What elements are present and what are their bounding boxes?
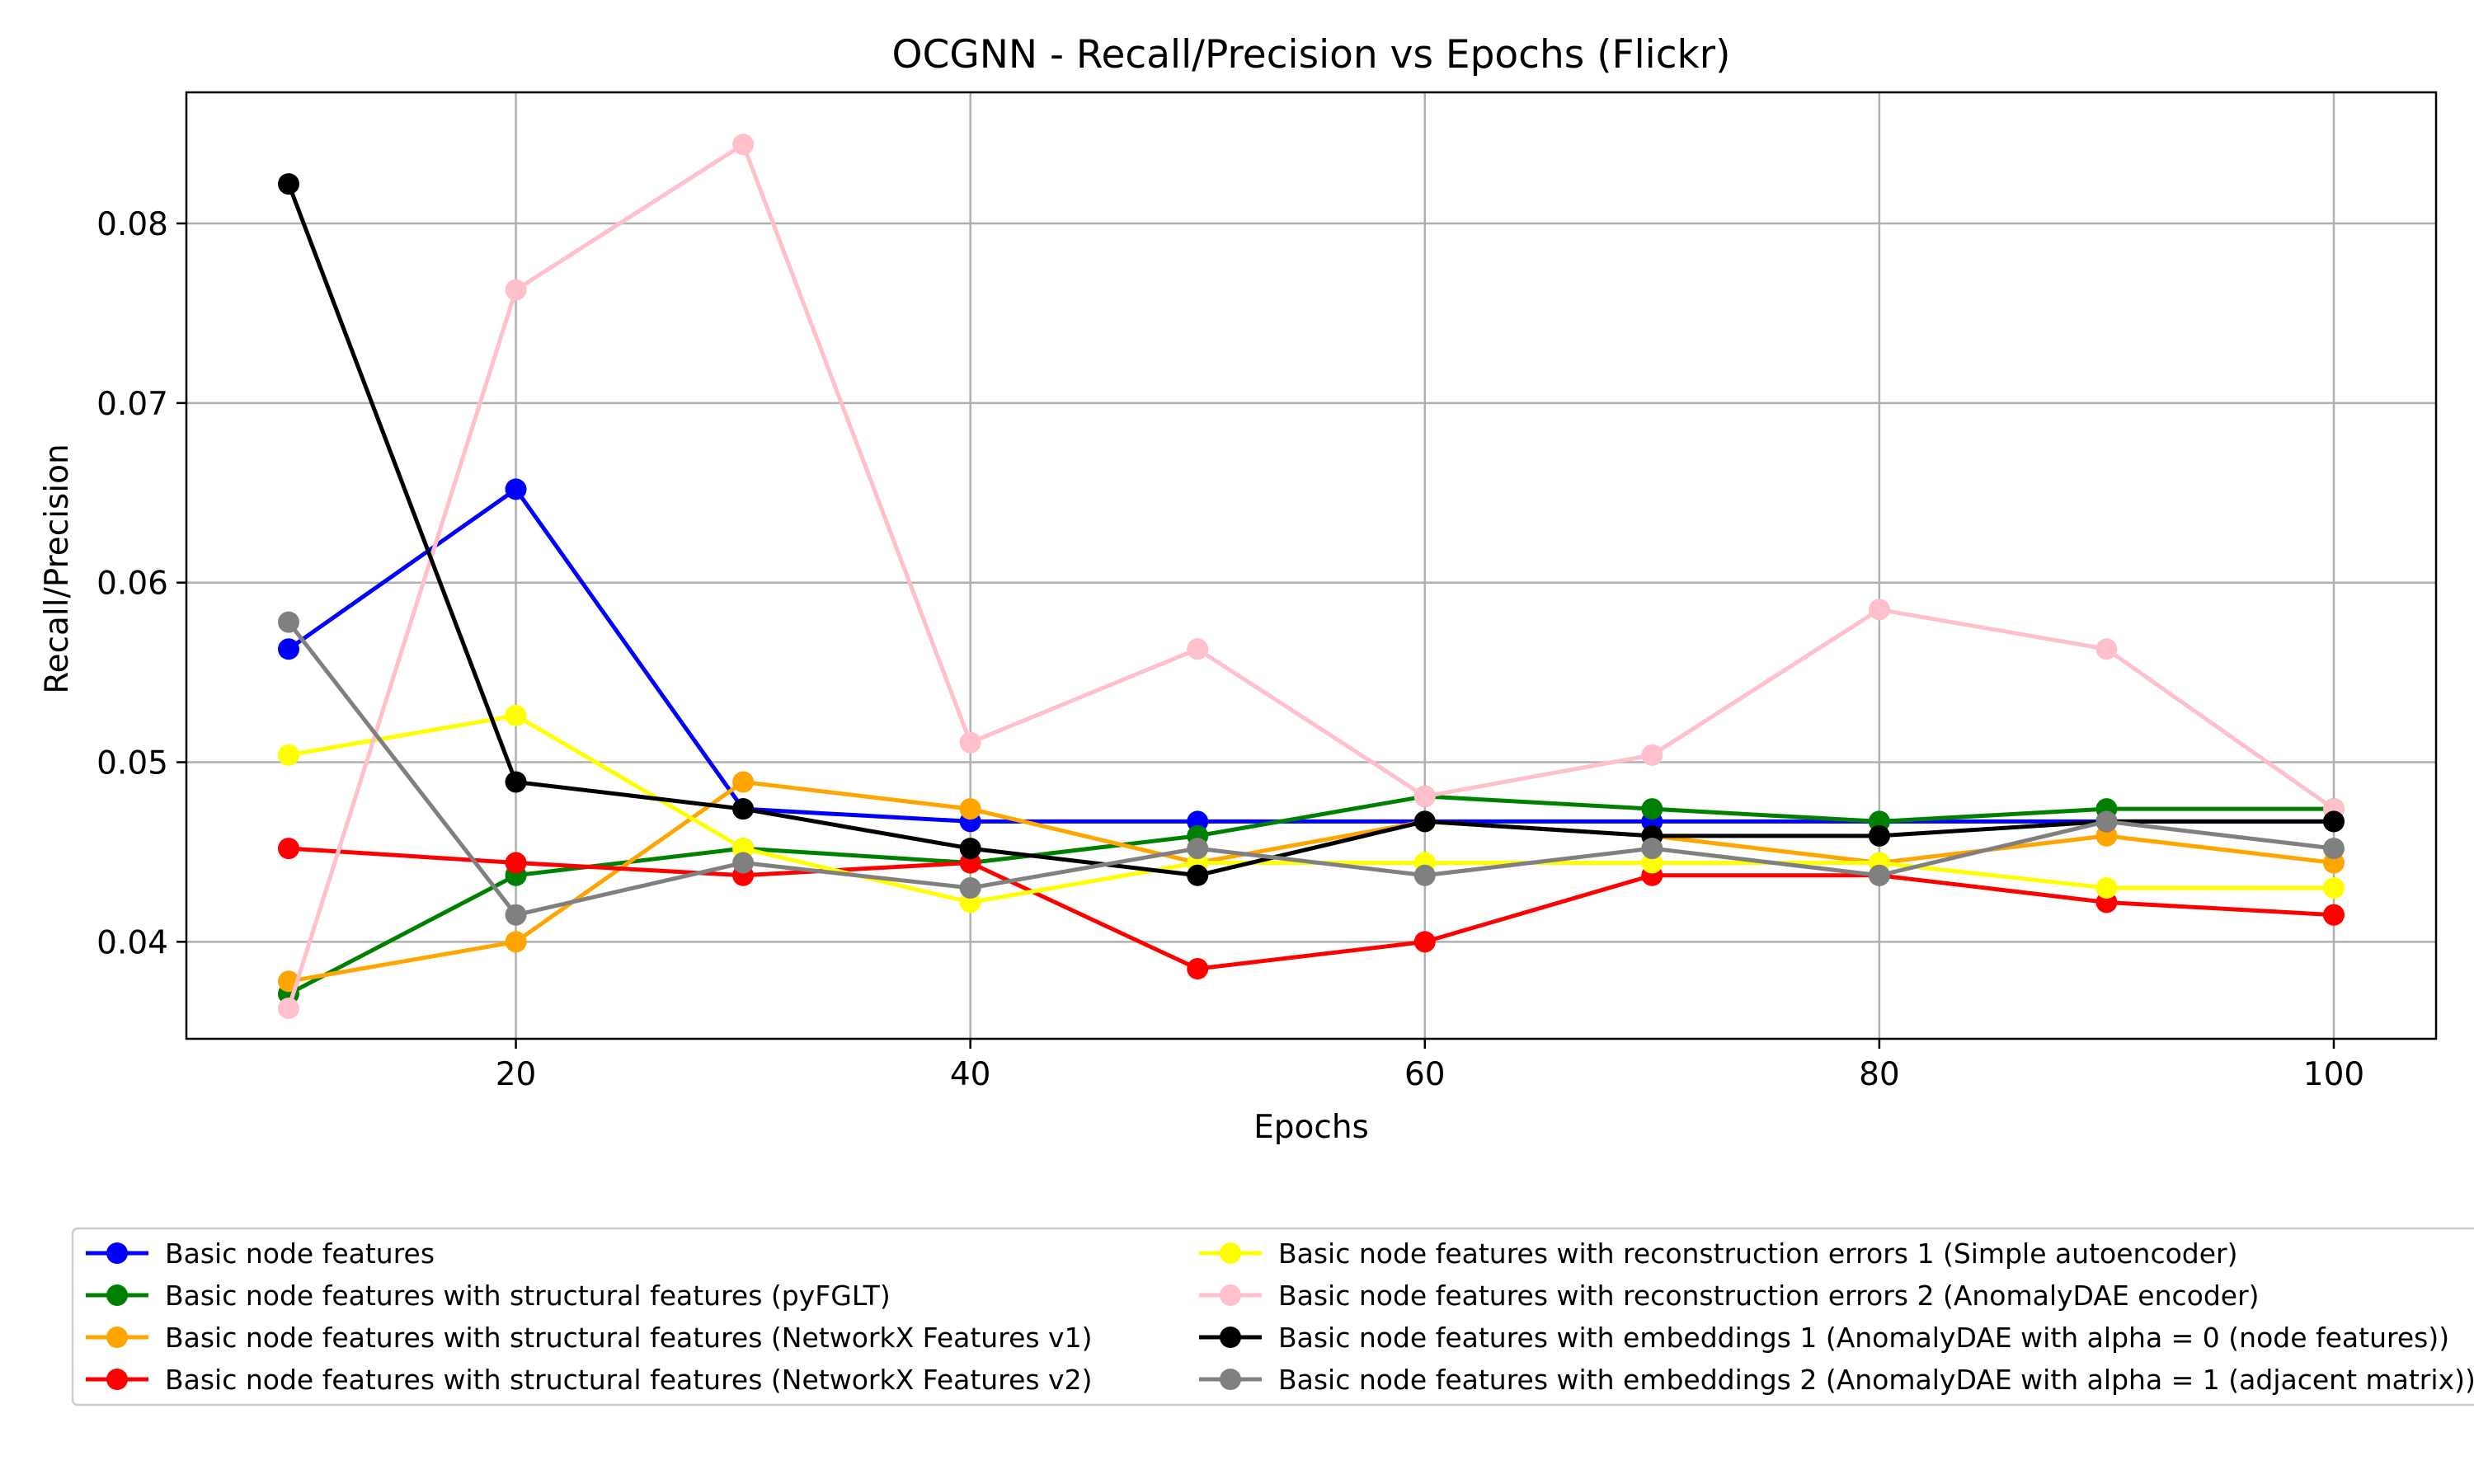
legend-label: Basic node features with reconstruction … <box>1278 1280 2260 1312</box>
legend-label: Basic node features with embeddings 1 (A… <box>1278 1322 2449 1354</box>
legend-label: Basic node features with structural feat… <box>165 1364 1092 1396</box>
y-tick-label: 0.07 <box>96 386 168 423</box>
legend-marker <box>1220 1327 1241 1348</box>
y-tick-label: 0.06 <box>96 566 168 603</box>
legend-label: Basic node features with embeddings 2 (A… <box>1278 1364 2474 1396</box>
data-point <box>278 173 299 195</box>
data-point <box>732 852 755 874</box>
chart-title: OCGNN - Recall/Precision vs Epochs (Flic… <box>892 32 1731 77</box>
data-point <box>505 478 527 500</box>
legend-label: Basic node features with structural feat… <box>165 1322 1092 1354</box>
x-tick-label: 100 <box>2303 1056 2364 1093</box>
series-line <box>287 486 2334 824</box>
y-tick-label: 0.08 <box>96 206 168 243</box>
series-5 <box>278 704 2345 913</box>
data-point <box>1868 864 1890 886</box>
data-point <box>505 704 527 726</box>
series-1 <box>278 478 2345 833</box>
data-point <box>959 838 981 860</box>
series-line <box>286 183 2334 878</box>
y-tick-label: 0.05 <box>96 745 168 782</box>
data-point <box>278 997 299 1019</box>
legend-item: Basic node features with structural feat… <box>86 1280 891 1312</box>
legend-label: Basic node features <box>165 1237 435 1270</box>
series-7 <box>278 173 2345 886</box>
legend-marker <box>1220 1369 1241 1390</box>
legend-marker <box>106 1242 128 1264</box>
legend-item: Basic node features with structural feat… <box>86 1364 1092 1396</box>
data-point <box>1187 838 1209 860</box>
x-tick-label: 40 <box>950 1056 991 1093</box>
legend-marker <box>106 1327 128 1348</box>
data-point <box>959 877 981 899</box>
data-point <box>1413 785 1436 807</box>
data-point <box>1413 864 1436 886</box>
series-line <box>288 846 2335 971</box>
legend-frame <box>71 1227 2474 1407</box>
x-axis-label: Epochs <box>1253 1109 1369 1146</box>
axis-ticks: 20 40 60 80 100 0.04 0.05 0.06 0.07 0.08 <box>96 206 2364 1093</box>
data-point <box>1413 931 1436 953</box>
series-line <box>287 621 2335 918</box>
legend-item: Basic node features with structural feat… <box>86 1322 1092 1354</box>
data-point <box>2095 810 2118 833</box>
legend-item: Basic node features <box>86 1237 435 1270</box>
data-point <box>1187 864 1209 886</box>
legend-marker <box>1220 1242 1241 1264</box>
data-point <box>505 771 527 793</box>
data-point <box>2323 877 2345 899</box>
legend-label: Basic node features with structural feat… <box>165 1280 891 1312</box>
legend-marker <box>106 1369 128 1390</box>
legend-label: Basic node features with reconstruction … <box>1278 1237 2238 1270</box>
data-point <box>1641 744 1663 766</box>
legend-item: Basic node features with reconstruction … <box>1199 1237 2238 1270</box>
data-point <box>1413 810 1436 833</box>
data-point <box>2323 810 2345 833</box>
data-point <box>1868 599 1890 621</box>
y-tick-label: 0.04 <box>96 924 168 961</box>
plot-area-frame <box>185 91 2438 1040</box>
data-point <box>959 798 981 820</box>
data-point <box>505 904 527 926</box>
series-line <box>286 142 2335 1009</box>
data-point <box>505 931 527 953</box>
data-point <box>505 852 527 874</box>
legend-item: Basic node features with embeddings 2 (A… <box>1199 1364 2474 1396</box>
data-point <box>278 611 299 633</box>
data-point <box>2095 877 2118 899</box>
x-tick-label: 80 <box>1859 1056 1900 1093</box>
y-axis-label: Recall/Precision <box>39 444 76 694</box>
series-4 <box>278 838 2345 980</box>
data-point <box>1187 958 1209 980</box>
data-point <box>2095 638 2118 660</box>
data-point <box>278 638 299 660</box>
data-point <box>278 838 299 860</box>
data-point <box>2323 838 2345 860</box>
data-point <box>505 279 527 301</box>
x-tick-label: 20 <box>496 1056 537 1093</box>
data-point <box>732 134 755 156</box>
grid-lines <box>186 92 2436 1039</box>
legend-marker <box>106 1284 128 1306</box>
data-point <box>1187 638 1209 660</box>
legend-item: Basic node features with reconstruction … <box>1199 1280 2260 1312</box>
data-point <box>959 731 981 754</box>
legend-marker <box>1220 1284 1241 1306</box>
legend: Basic node features Basic node features w… <box>71 1227 2474 1407</box>
x-tick-label: 60 <box>1404 1056 1446 1093</box>
series-6 <box>278 134 2345 1019</box>
data-point <box>732 771 755 793</box>
data-point <box>1868 824 1890 847</box>
legend-item: Basic node features with embeddings 1 (A… <box>1199 1322 2449 1354</box>
data-point <box>732 798 755 820</box>
data-point <box>1641 798 1663 820</box>
series-line <box>288 713 2334 904</box>
data-point <box>278 744 299 766</box>
data-point <box>1641 838 1663 860</box>
data-point <box>2323 904 2345 926</box>
series-layer <box>278 134 2345 1019</box>
series-8 <box>278 611 2345 926</box>
